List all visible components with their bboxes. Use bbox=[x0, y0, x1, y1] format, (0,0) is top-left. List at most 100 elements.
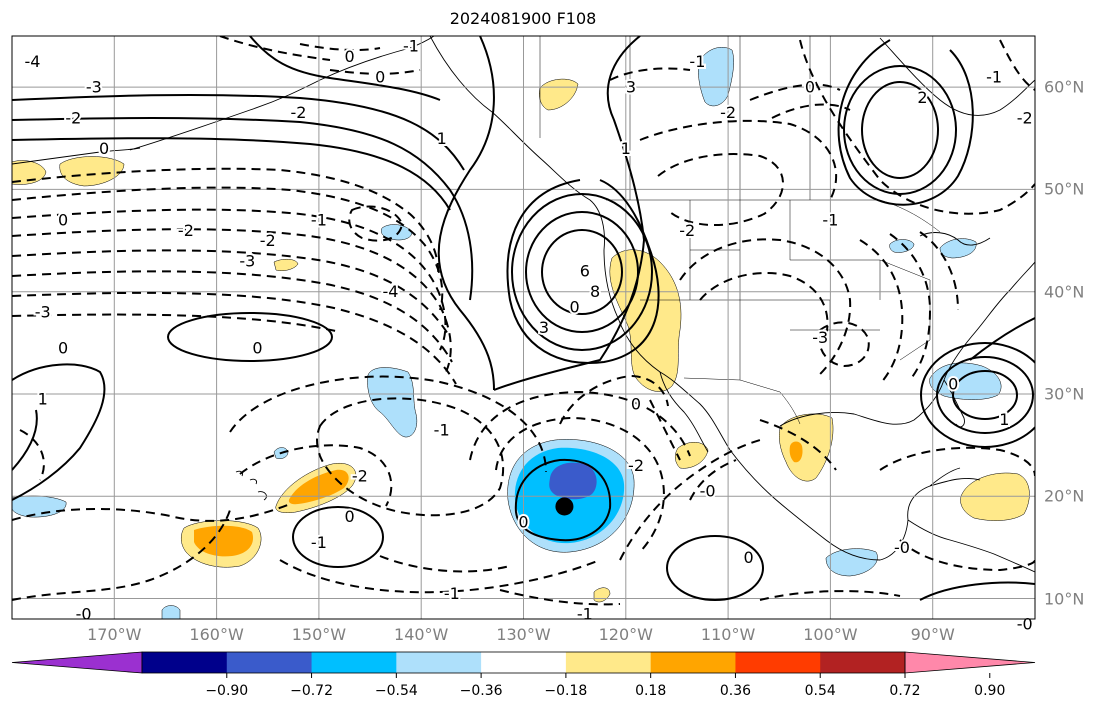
gridlines bbox=[12, 36, 1035, 619]
contour-solid bbox=[541, 229, 623, 315]
contour-label: 0 bbox=[631, 395, 641, 414]
contour-solid bbox=[525, 211, 639, 333]
contour-dashed bbox=[818, 321, 870, 368]
contour-solid bbox=[12, 363, 106, 501]
contour-solid bbox=[920, 342, 1035, 448]
colorbar-tick-label: −0.72 bbox=[290, 683, 333, 699]
contour-solid bbox=[12, 117, 474, 301]
colorbar-frame bbox=[141, 651, 906, 674]
anomaly-yellow bbox=[779, 413, 834, 482]
contour-label: 1 bbox=[999, 410, 1009, 429]
coastline-aleutians bbox=[12, 147, 141, 165]
contour-label: -4 bbox=[383, 282, 399, 301]
colorbar-bin bbox=[735, 652, 821, 673]
contour-label: -2 bbox=[65, 108, 81, 127]
contour-dashed bbox=[879, 446, 1035, 477]
coastline-great-lakes bbox=[919, 232, 991, 246]
contour-label: 0 bbox=[99, 139, 109, 158]
contour-dashed bbox=[699, 272, 829, 337]
contour-dashed bbox=[639, 119, 838, 201]
anomaly-yellow bbox=[12, 160, 47, 185]
contour-label: -1 bbox=[311, 533, 327, 552]
contour-label: 3 bbox=[626, 78, 636, 97]
contour-dashed bbox=[12, 503, 291, 522]
colorbar-tick-label: 0.72 bbox=[889, 683, 921, 699]
contour-dashed bbox=[559, 374, 669, 425]
contour-solid bbox=[919, 581, 1035, 601]
lon-tick-label: 130°W bbox=[496, 625, 551, 644]
colorbar-bin bbox=[311, 652, 397, 673]
contour-label: 0 bbox=[570, 298, 580, 317]
colorbar-tick-label: 0.18 bbox=[635, 683, 667, 699]
contour-solid bbox=[969, 317, 1035, 361]
coastline-atlantic bbox=[943, 261, 1035, 381]
contour-dashed bbox=[649, 399, 681, 461]
contour-dashed bbox=[999, 39, 1035, 91]
map-frame bbox=[11, 35, 1036, 620]
contour-label: -3 bbox=[86, 78, 102, 97]
lat-tick-label: 20°N bbox=[1044, 486, 1085, 506]
contour-label: 6 bbox=[580, 262, 590, 281]
contour-dashed bbox=[495, 416, 665, 553]
coastline-hawaii bbox=[235, 470, 267, 501]
contour-label: -1 bbox=[311, 211, 327, 230]
colorbar-tick-label: 0.90 bbox=[974, 683, 1006, 699]
contour-dashed bbox=[12, 270, 453, 363]
contour-label: -0 bbox=[1017, 615, 1033, 634]
colorbar-bin bbox=[226, 652, 313, 673]
colorbar-tick-label: 0.36 bbox=[719, 683, 752, 699]
lon-tick-label: 90°W bbox=[910, 625, 955, 644]
contour-label: -1 bbox=[403, 37, 419, 56]
contour-dashed bbox=[329, 69, 421, 75]
contour-label: -2 bbox=[679, 221, 695, 240]
anomaly-yellow bbox=[960, 472, 1030, 521]
contour-label: 0 bbox=[344, 507, 354, 526]
contour-solid bbox=[861, 81, 939, 179]
contour-label: 8 bbox=[590, 282, 600, 301]
colorbar-tick-label: −0.18 bbox=[544, 683, 588, 699]
colorbar-bin bbox=[820, 652, 906, 673]
anomaly-blue-light bbox=[381, 224, 413, 241]
contour-solid bbox=[952, 370, 1018, 420]
colorbar bbox=[11, 651, 1036, 678]
contour-label: 0 bbox=[375, 67, 385, 86]
contour-dashed bbox=[348, 205, 404, 242]
contour-label: 1 bbox=[621, 139, 631, 158]
colorbar-bin bbox=[481, 652, 567, 673]
contour-solid bbox=[437, 36, 495, 391]
anomaly-blue-dark bbox=[549, 462, 597, 500]
anomaly-yellow bbox=[273, 259, 299, 271]
lon-tick-label: 100°W bbox=[803, 625, 858, 644]
contour-dashed bbox=[657, 153, 784, 227]
contour-solid bbox=[167, 312, 333, 362]
contour-label: 2 bbox=[917, 88, 927, 107]
contour-dashed bbox=[12, 186, 444, 311]
coastline-north-america bbox=[429, 36, 981, 561]
contour-solid bbox=[514, 458, 612, 542]
coastline-central-america bbox=[907, 519, 1035, 573]
contour-label: -0 bbox=[76, 604, 92, 623]
anomaly-blue-light bbox=[161, 605, 181, 619]
contour-label: -3 bbox=[812, 328, 828, 347]
lon-tick-label: 120°W bbox=[598, 625, 653, 644]
contour-label: -4 bbox=[24, 52, 40, 71]
contour-solid bbox=[837, 39, 974, 206]
contour-dashed bbox=[899, 539, 1035, 572]
contour-dashed bbox=[12, 208, 447, 351]
contour-label: -3 bbox=[239, 252, 255, 271]
contour-dashed bbox=[19, 429, 45, 481]
contour-dashed bbox=[279, 559, 601, 594]
coastline-alaska bbox=[129, 36, 435, 151]
colorbar-bin bbox=[650, 652, 736, 673]
contour-label: 0 bbox=[518, 512, 528, 531]
anomaly-blue-light bbox=[367, 367, 418, 438]
contour-label: -1 bbox=[822, 211, 838, 230]
lon-tick-label: 170°W bbox=[87, 625, 142, 644]
colorbar-tick-label: −0.36 bbox=[459, 683, 503, 699]
contour-solid bbox=[511, 193, 653, 351]
contour-label: -2 bbox=[178, 221, 194, 240]
anomaly-orange bbox=[789, 441, 803, 463]
contour-dashed bbox=[679, 238, 852, 379]
border-state bbox=[789, 200, 881, 300]
